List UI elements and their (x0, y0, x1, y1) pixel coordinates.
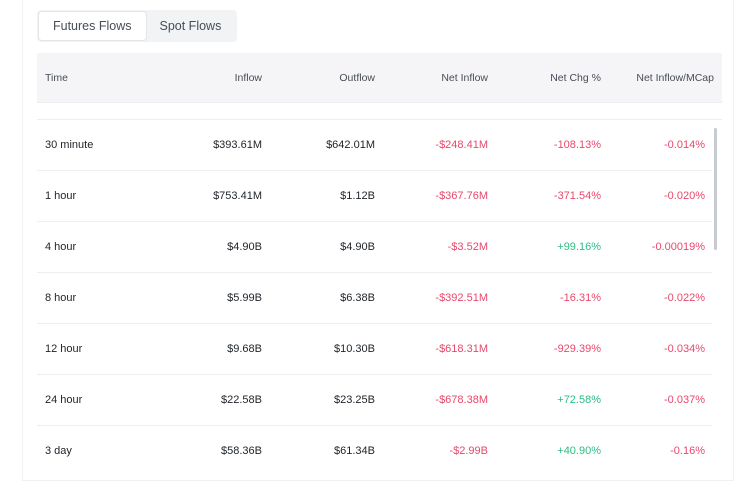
cell-net-inflow: -$3.52M (447, 241, 488, 253)
cell-net-chg: +40.90% (557, 445, 601, 457)
cell-inflow: $58.36B (221, 445, 262, 457)
flows-card (22, 0, 734, 481)
table-row: 3 day $58.36B $61.34B -$2.99B +40.90% -0.16% (37, 426, 712, 477)
cell-outflow: $61.34B (334, 445, 375, 457)
header-inflow[interactable]: Inflow (234, 72, 262, 84)
header-net-inflow-mcap[interactable]: Net Inflow/MCap (636, 72, 714, 84)
table-header: Time Inflow Outflow Net Inflow Net Chg %… (37, 53, 722, 103)
tab-futures-flows[interactable]: Futures Flows (39, 12, 146, 40)
table-row: 24 hour $22.58B $23.25B -$678.38M +72.58% -0.… (37, 375, 712, 426)
header-divider (37, 119, 722, 120)
cell-net-inflow: -$392.51M (435, 292, 488, 304)
cell-time: 24 hour (45, 394, 83, 406)
flow-type-tabs: Futures Flows Spot Flows (37, 10, 238, 42)
table-row: 4 hour $4.90B $4.90B -$3.52M +99.16% -0.00019… (37, 222, 712, 273)
cell-inflow: $5.99B (227, 292, 262, 304)
cell-net-chg: -108.13% (553, 139, 601, 151)
cell-outflow: $4.90B (340, 241, 375, 253)
cell-net-chg: -16.31% (560, 292, 601, 304)
cell-net-inflow-mcap: -0.014% (664, 139, 705, 151)
cell-net-inflow-mcap: -0.037% (664, 394, 705, 406)
cell-net-inflow-mcap: -0.034% (664, 343, 705, 355)
cell-net-inflow-mcap: -0.16% (670, 445, 705, 457)
header-time[interactable]: Time (45, 72, 68, 84)
cell-outflow: $10.30B (334, 343, 375, 355)
cell-outflow: $6.38B (340, 292, 375, 304)
table-row: 8 hour $5.99B $6.38B -$392.51M -16.31% -0.022… (37, 273, 712, 324)
cell-net-chg: -929.39% (553, 343, 601, 355)
cell-net-inflow: -$678.38M (435, 394, 488, 406)
table-row: 1 hour $753.41M $1.12B -$367.76M -371.54% -0.… (37, 171, 712, 222)
cell-net-inflow-mcap: -0.020% (664, 190, 705, 202)
cell-outflow: $23.25B (334, 394, 375, 406)
cell-inflow: $22.58B (221, 394, 262, 406)
cell-net-chg: -371.54% (553, 190, 601, 202)
cell-net-chg: +99.16% (557, 241, 601, 253)
cell-time: 4 hour (45, 241, 77, 253)
cell-net-chg: +72.58% (557, 394, 601, 406)
cell-net-inflow: -$2.99B (449, 445, 488, 457)
cell-time: 3 day (45, 445, 72, 457)
cell-time: 30 minute (45, 139, 94, 151)
cell-net-inflow-mcap: -0.00019% (651, 241, 705, 253)
cell-inflow: $393.61M (213, 139, 262, 151)
header-outflow[interactable]: Outflow (339, 72, 375, 84)
header-net-inflow[interactable]: Net Inflow (441, 72, 488, 84)
cell-time: 12 hour (45, 343, 83, 355)
tab-spot-flows[interactable]: Spot Flows (159, 19, 222, 33)
cell-outflow: $642.01M (326, 139, 375, 151)
cell-inflow: $9.68B (227, 343, 262, 355)
cell-net-inflow-mcap: -0.022% (664, 292, 705, 304)
cell-outflow: $1.12B (340, 190, 375, 202)
cell-net-inflow: -$618.31M (435, 343, 488, 355)
cell-time: 8 hour (45, 292, 77, 304)
cell-inflow: $753.41M (213, 190, 262, 202)
cell-inflow: $4.90B (227, 241, 262, 253)
cell-net-inflow: -$248.41M (435, 139, 488, 151)
cell-net-inflow: -$367.76M (435, 190, 488, 202)
table-row: 30 minute $393.61M $642.01M -$248.41M -108.1… (37, 120, 712, 171)
cell-time: 1 hour (45, 190, 77, 202)
header-net-chg[interactable]: Net Chg % (550, 72, 601, 84)
table-scrollbar[interactable] (714, 128, 717, 250)
table-row: 12 hour $9.68B $10.30B -$618.31M -929.39% -0.… (37, 324, 712, 375)
